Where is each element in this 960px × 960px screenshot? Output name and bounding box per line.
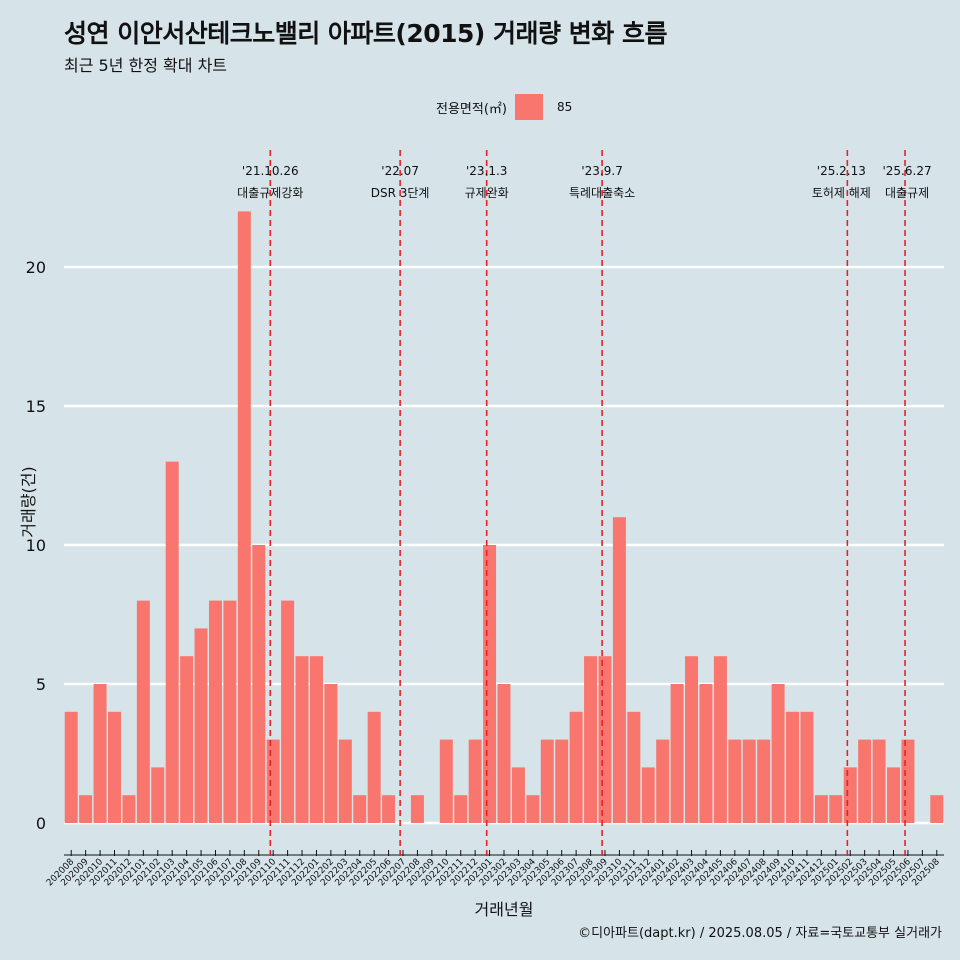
bar	[584, 656, 598, 823]
legend: 전용면적(㎡) 85	[436, 94, 572, 120]
bar	[887, 767, 900, 823]
chart-title: 성연 이안서산테크노밸리 아파트(2015) 거래량 변화 흐름	[64, 19, 667, 48]
y-tick-label: 20	[26, 258, 46, 277]
y-tick-label: 5	[36, 675, 46, 694]
bar	[468, 739, 482, 823]
event-name-label: 토허제 해제	[812, 186, 871, 200]
bar	[540, 739, 554, 823]
bar	[641, 767, 655, 823]
bar	[685, 656, 699, 823]
bar	[108, 711, 121, 823]
event-name-label: 대출규제	[885, 186, 929, 200]
bar	[208, 600, 222, 823]
bar	[353, 795, 367, 823]
bar	[930, 795, 944, 823]
event-date-label: '23.1.3	[466, 164, 507, 178]
bar	[309, 656, 323, 823]
bar	[569, 711, 583, 823]
x-axis-title: 거래년월	[475, 900, 534, 919]
bar	[786, 711, 800, 823]
bar	[555, 739, 569, 823]
bar	[64, 711, 78, 823]
bar	[843, 767, 857, 823]
bar	[627, 711, 641, 823]
y-axis-title: 거래량(건)	[19, 466, 38, 537]
bar	[324, 684, 338, 823]
event-date-label: '22.07	[381, 164, 419, 178]
chart-subtitle: 최근 5년 한정 확대 차트	[64, 56, 228, 75]
bar	[410, 795, 424, 823]
y-tick-label: 10	[26, 536, 46, 555]
source-caption: ©디아파트(dapt.kr) / 2025.08.05 / 자료=국토교통부 실…	[578, 926, 942, 941]
bar	[858, 739, 872, 823]
bar	[800, 711, 814, 823]
bar	[382, 795, 396, 823]
bar	[252, 545, 266, 823]
bar	[728, 739, 742, 823]
bar	[872, 739, 886, 823]
bar	[439, 739, 453, 823]
bar	[526, 795, 540, 823]
event-date-label: '23.9.7	[581, 164, 622, 178]
y-tick-label: 15	[26, 397, 46, 416]
bar	[151, 767, 165, 823]
event-date-label: '25.2.13	[817, 164, 866, 178]
bar	[136, 600, 150, 823]
bar	[670, 684, 684, 823]
legend-swatch	[514, 94, 543, 120]
bar	[295, 656, 309, 823]
bar	[180, 656, 194, 823]
bar	[901, 739, 915, 823]
event-date-label: '25.6.27	[882, 164, 931, 178]
legend-title: 전용면적(㎡)	[436, 101, 507, 117]
bar	[814, 795, 828, 823]
bar	[266, 739, 280, 823]
bar	[757, 739, 771, 823]
event-name-label: 특례대출축소	[569, 186, 635, 200]
bar	[367, 711, 381, 823]
bar	[497, 684, 511, 823]
bar	[165, 461, 179, 823]
bar	[122, 795, 136, 823]
y-tick-label: 0	[36, 814, 46, 833]
bar	[93, 684, 107, 823]
bar	[194, 628, 208, 823]
bar	[281, 600, 295, 823]
bar	[483, 545, 497, 823]
bar	[79, 795, 93, 823]
bar	[742, 739, 756, 823]
bar	[699, 684, 713, 823]
event-name-label: 규제완화	[465, 186, 509, 200]
bar	[237, 211, 251, 823]
bar	[511, 767, 525, 823]
event-name-label: 대출규제강화	[237, 186, 303, 200]
bar	[454, 795, 468, 823]
bar	[829, 795, 843, 823]
bar	[612, 517, 626, 823]
event-name-label: DSR 3단계	[371, 186, 430, 200]
bar	[598, 656, 612, 823]
bar	[771, 684, 785, 823]
legend-item-label: 85	[556, 100, 573, 114]
bar	[223, 600, 237, 823]
bar	[713, 656, 727, 823]
event-date-label: '21.10.26	[242, 164, 299, 178]
bar	[338, 739, 352, 823]
bar	[656, 739, 670, 823]
